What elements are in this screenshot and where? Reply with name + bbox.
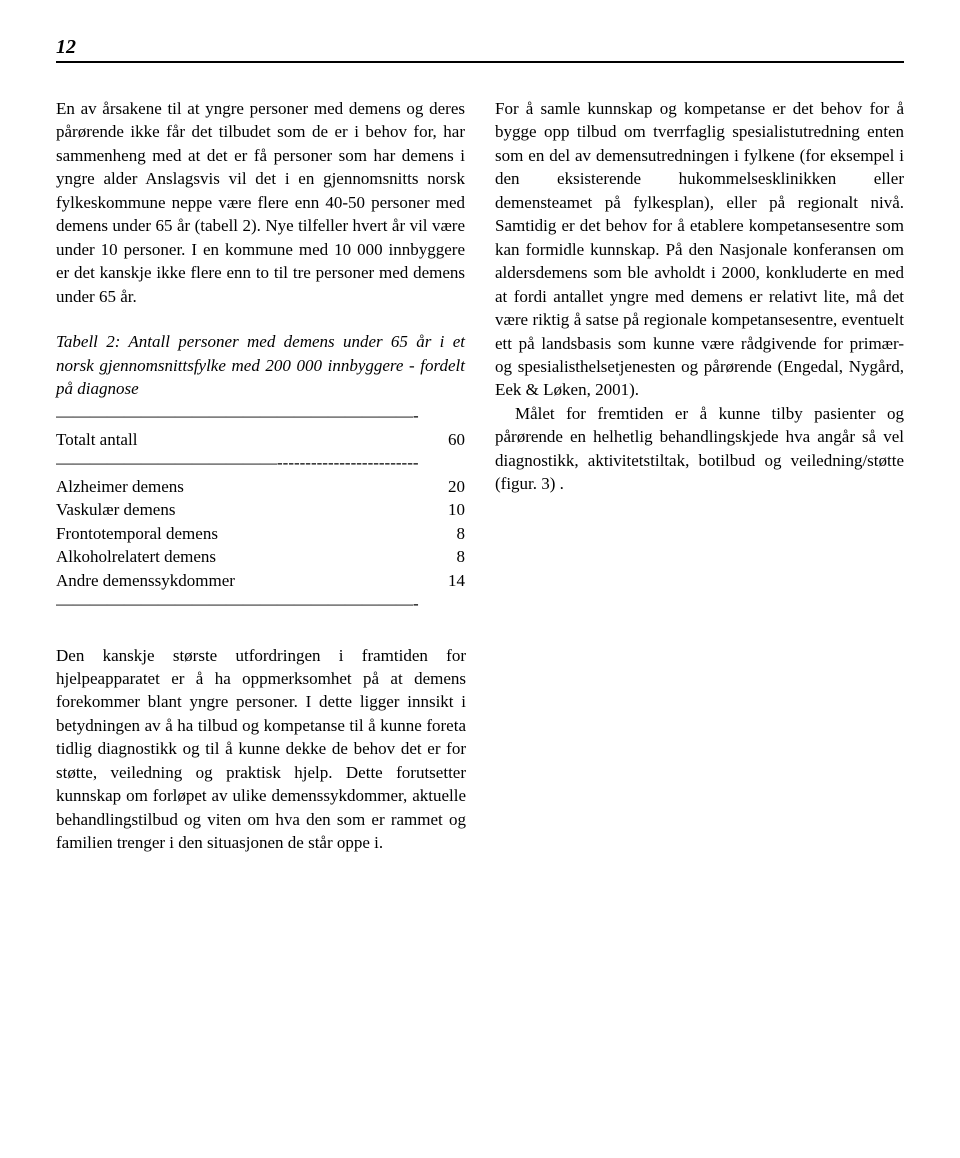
table-row-total: Totalt antall 60: [56, 428, 465, 451]
document-page: 12 En av årsakene til at yngre personer …: [0, 0, 960, 903]
table-value: 10: [425, 498, 465, 521]
table-caption: Tabell 2: Antall personer med demens und…: [56, 330, 465, 400]
page-number: 12: [56, 36, 904, 59]
table-row: Alkoholrelatert demens 8: [56, 545, 465, 568]
table-divider: —————————————————————-: [56, 404, 465, 427]
table-divider: —————————————-------------------------: [56, 451, 465, 474]
bottom-paragraph-block: Den kanskje største utfordringen i framt…: [56, 644, 466, 855]
paragraph: Den kanskje største utfordringen i framt…: [56, 644, 466, 855]
table-value: 14: [425, 569, 465, 592]
table-row: Andre demenssykdommer 14: [56, 569, 465, 592]
table-total-value: 60: [425, 428, 465, 451]
paragraph: En av årsakene til at yngre personer med…: [56, 97, 465, 308]
paragraph: For å samle kunnskap og kompetanse er de…: [495, 97, 904, 402]
table-divider: —————————————————————-: [56, 592, 465, 615]
paragraph: Målet for fremtiden er å kunne tilby pas…: [495, 402, 904, 496]
table-label: Frontotemporal demens: [56, 522, 218, 545]
table-row: Vaskulær demens 10: [56, 498, 465, 521]
horizontal-rule: [56, 61, 904, 63]
table-value: 8: [425, 545, 465, 568]
two-column-layout: En av årsakene til at yngre personer med…: [56, 97, 904, 616]
table-value: 8: [425, 522, 465, 545]
left-column: En av årsakene til at yngre personer med…: [56, 97, 465, 616]
right-column: For å samle kunnskap og kompetanse er de…: [495, 97, 904, 616]
table-label: Vaskulær demens: [56, 498, 175, 521]
table-row: Frontotemporal demens 8: [56, 522, 465, 545]
table-label: Andre demenssykdommer: [56, 569, 235, 592]
table-row: Alzheimer demens 20: [56, 475, 465, 498]
table-label: Alzheimer demens: [56, 475, 184, 498]
table-total-label: Totalt antall: [56, 428, 137, 451]
table-value: 20: [425, 475, 465, 498]
table-label: Alkoholrelatert demens: [56, 545, 216, 568]
